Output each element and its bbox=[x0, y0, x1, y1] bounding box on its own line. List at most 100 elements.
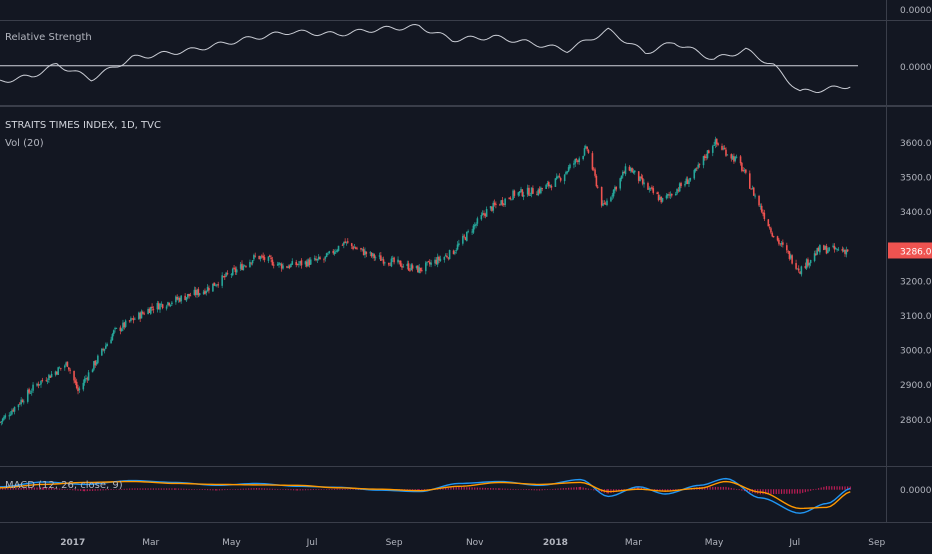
candle-down bbox=[428, 262, 431, 265]
macd-hist-bar bbox=[312, 489, 315, 491]
candle-up bbox=[632, 171, 635, 173]
candle-up bbox=[253, 255, 255, 260]
macd-hist-bar bbox=[53, 488, 55, 490]
candle-up bbox=[546, 183, 549, 185]
candle-up bbox=[324, 256, 327, 259]
candle-down bbox=[776, 236, 779, 241]
macd-hist-bar bbox=[807, 489, 809, 492]
candle-up bbox=[364, 250, 366, 256]
candle-down bbox=[807, 259, 809, 266]
candle-up bbox=[103, 348, 106, 351]
candle-down bbox=[438, 256, 440, 261]
macd-hist-bar bbox=[201, 489, 203, 490]
macd-hist-bar bbox=[31, 487, 33, 490]
candle-down bbox=[356, 248, 358, 250]
macd-hist-bar bbox=[9, 488, 12, 490]
macd-hist-bar bbox=[820, 487, 822, 490]
candle-up bbox=[23, 401, 25, 403]
candle-down bbox=[575, 159, 578, 161]
candle-down bbox=[308, 259, 311, 266]
candle-up bbox=[819, 245, 821, 253]
candle-up bbox=[518, 191, 521, 194]
candle-up bbox=[735, 156, 738, 158]
candle-up bbox=[63, 365, 66, 368]
candle-down bbox=[323, 259, 325, 261]
macd-hist-bar bbox=[582, 487, 584, 490]
candle-down bbox=[73, 370, 75, 381]
macd-hist-bar bbox=[299, 489, 301, 491]
candle-up bbox=[40, 380, 42, 385]
candle-down bbox=[250, 262, 253, 264]
candle-down bbox=[668, 194, 670, 196]
macd-hist-bar bbox=[775, 489, 777, 495]
macd-hist-bar bbox=[131, 488, 133, 490]
candle-up bbox=[36, 383, 38, 386]
candles-group bbox=[0, 136, 849, 426]
candle-down bbox=[341, 244, 344, 246]
macd-hist-bar bbox=[544, 489, 546, 491]
candle-up bbox=[578, 158, 581, 163]
candle-down bbox=[77, 387, 79, 392]
candle-up bbox=[216, 284, 218, 286]
candle-up bbox=[754, 195, 756, 197]
macd-hist-bar bbox=[492, 488, 494, 490]
macd-hist-bar bbox=[296, 489, 299, 491]
candle-up bbox=[11, 410, 13, 415]
candle-down bbox=[698, 163, 701, 165]
candle-down bbox=[799, 271, 801, 274]
price-axis-tick-label: 3600.00 bbox=[900, 139, 932, 149]
candle-down bbox=[591, 153, 594, 170]
symbol-title[interactable]: STRAITS TIMES INDEX, 1D, TVC bbox=[5, 120, 161, 131]
time-axis-tick-label: Mar bbox=[625, 538, 642, 548]
candle-down bbox=[541, 188, 543, 189]
macd-hist-bar bbox=[158, 488, 160, 490]
candle-up bbox=[665, 195, 668, 199]
candle-down bbox=[503, 204, 505, 205]
macd-hist-bar bbox=[25, 487, 28, 490]
candle-up bbox=[196, 289, 198, 296]
macd-label[interactable]: MACD (12, 26, close, 9) bbox=[5, 480, 123, 491]
candle-down bbox=[786, 245, 788, 251]
macd-hist-bar bbox=[110, 489, 112, 490]
candle-up bbox=[336, 250, 339, 252]
candle-down bbox=[41, 379, 44, 381]
candle-up bbox=[726, 154, 729, 156]
macd-hist-bar bbox=[414, 489, 416, 491]
volume-label[interactable]: Vol (20) bbox=[5, 138, 44, 149]
candle-up bbox=[278, 262, 280, 265]
candle-down bbox=[615, 186, 618, 190]
macd-hist-bar bbox=[515, 489, 517, 490]
candle-up bbox=[639, 176, 641, 182]
candle-up bbox=[177, 297, 180, 300]
macd-hist-bar bbox=[175, 488, 177, 490]
macd-hist-bar bbox=[357, 489, 359, 490]
candle-down bbox=[179, 297, 181, 302]
candle-down bbox=[778, 239, 780, 244]
macd-hist-bar bbox=[541, 489, 543, 491]
macd-hist-bar bbox=[82, 489, 84, 492]
macd-hist-bar bbox=[274, 488, 276, 490]
candle-up bbox=[112, 330, 115, 335]
macd-hist-bar bbox=[318, 489, 320, 490]
macd-hist-bar bbox=[258, 488, 260, 490]
candle-up bbox=[809, 259, 812, 264]
candle-down bbox=[21, 400, 24, 403]
candle-down bbox=[261, 255, 263, 257]
macd-hist-bar bbox=[142, 488, 144, 490]
macd-hist-bar bbox=[320, 489, 322, 490]
candle-up bbox=[58, 367, 61, 369]
candle-up bbox=[134, 318, 136, 320]
macd-hist-bar bbox=[468, 487, 471, 490]
macd-hist-bar bbox=[512, 488, 514, 490]
macd-hist-bar bbox=[504, 488, 506, 490]
candle-up bbox=[789, 255, 792, 259]
candle-down bbox=[12, 409, 15, 412]
macd-hist-bar bbox=[123, 488, 125, 490]
candle-down bbox=[651, 187, 653, 189]
candle-down bbox=[262, 255, 264, 258]
candle-up bbox=[249, 261, 251, 268]
candle-up bbox=[230, 274, 233, 275]
macd-hist-bar bbox=[45, 487, 47, 490]
